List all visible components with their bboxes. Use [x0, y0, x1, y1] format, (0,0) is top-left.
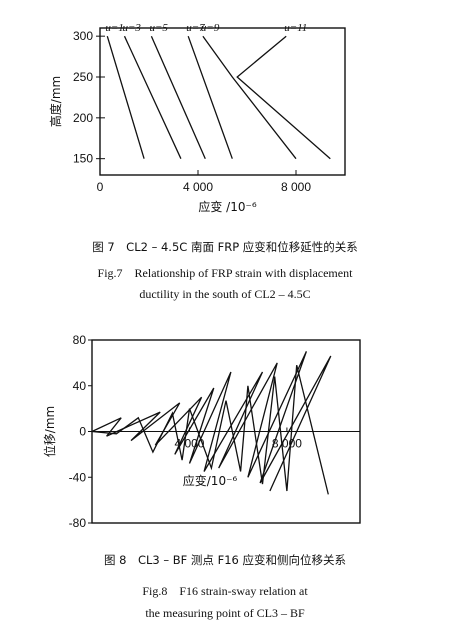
fig7-y-tick-label: 150	[73, 152, 93, 166]
fig7-series-line-u-11	[236, 35, 331, 160]
fig7-series-label-u-9: u=9	[201, 22, 220, 34]
fig7-series-line-u-5	[150, 35, 206, 159]
fig7-y-tick-label: 200	[73, 111, 93, 125]
figure-7-series-labels: u=1u=3 u=5 u=7u=9 u=11	[105, 22, 307, 34]
figure-7-lines	[106, 35, 331, 160]
figure-8-caption-english-line-2: the measuring point of CL3 – BF	[145, 606, 305, 620]
fig7-series-label-u-1: u=1	[105, 22, 123, 34]
fig7-y-axis-label: 高度/mm	[48, 76, 63, 127]
fig7-series-line-u-9	[202, 35, 297, 160]
figure-7-caption-chinese: 图 7 CL2 – 4.5C 南面 FRP 应变和位移延性的关系	[92, 240, 358, 254]
fig7-x-tick-label: 4 000	[183, 180, 213, 194]
figure-7-caption-english-line-1: Fig.7 Relationship of FRP strain with di…	[97, 266, 353, 280]
fig7-x-tick-label: 8 000	[281, 180, 311, 194]
fig7-series-label-u-11: u=11	[284, 22, 307, 34]
fig7-series-label-u-3: u=3	[123, 22, 142, 34]
fig7-series-label-u-5: u=5	[149, 22, 168, 34]
figure-7-axes: 150 200 250 300 0 4 000 8 000 应变 /10⁻⁶ 高度/mm	[48, 27, 346, 214]
fig7-series-line-u-7	[187, 35, 233, 159]
fig7-y-tick-label: 250	[73, 70, 93, 84]
fig7-y-tick-label: 300	[73, 29, 93, 43]
fig7-series-line-u-1	[106, 36, 145, 159]
figure-8-caption-english-line-1: Fig.8 F16 strain-sway relation at	[142, 584, 308, 598]
fig7-series-label-u-7: u=7	[186, 22, 205, 34]
figure-7-caption-english-line-2: ductility in the south of CL2 – 4.5C	[139, 287, 311, 301]
fig7-plot-frame	[99, 27, 346, 176]
fig7-series-line-u-3	[123, 35, 182, 159]
figure-8-caption-chinese: 图 8 CL3 – BF 测点 F16 应变和侧向位移关系	[103, 553, 346, 567]
fig7-x-tick-label: 0	[97, 180, 104, 194]
fig7-x-axis-label: 应变 /10⁻⁶	[198, 199, 256, 214]
